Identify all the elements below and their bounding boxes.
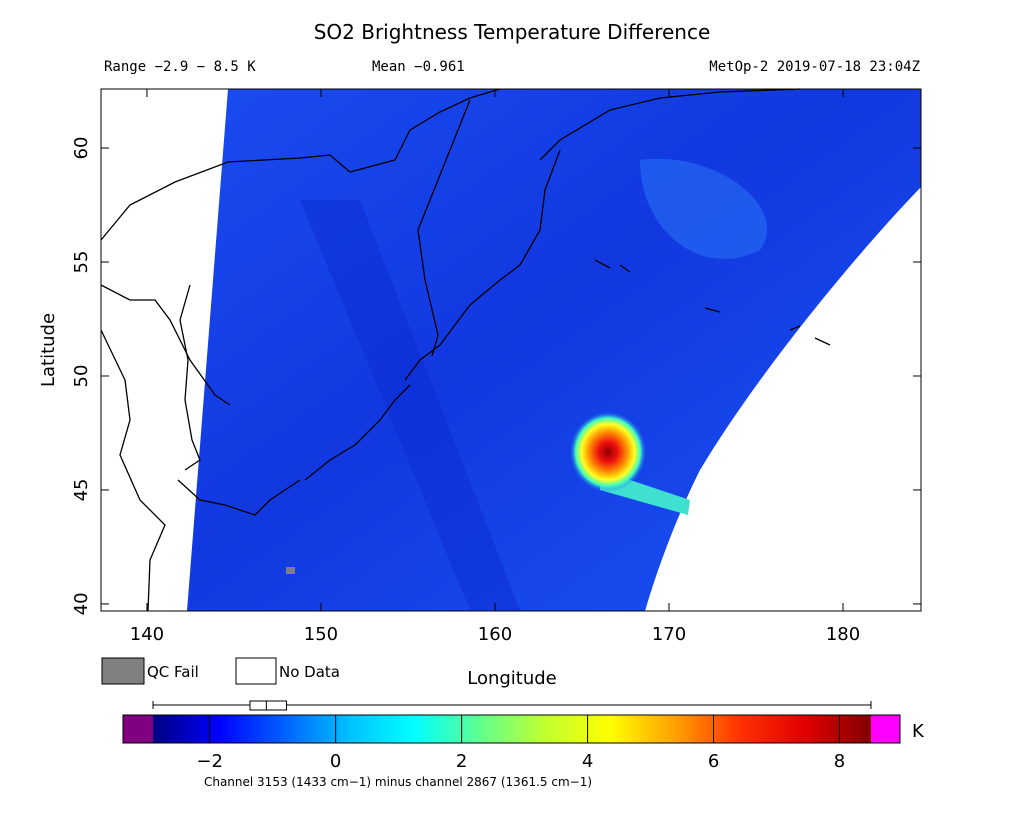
mean: Mean −0.961 bbox=[372, 59, 465, 75]
colorbar-tick-label: 0 bbox=[330, 751, 341, 772]
so2-hotspot bbox=[570, 412, 646, 492]
y-axis-label: Latitude bbox=[38, 313, 59, 387]
colorbar-tick-label: 2 bbox=[456, 751, 467, 772]
map bbox=[100, 88, 922, 612]
colorbar: −2 0 2 4 6 8 bbox=[122, 700, 901, 772]
legend-swatch bbox=[235, 657, 277, 685]
coastlines bbox=[100, 88, 831, 612]
colorbar-tick-label: 8 bbox=[834, 751, 845, 772]
x-tick-label: 150 bbox=[304, 624, 338, 645]
x-tick-label: 160 bbox=[478, 624, 512, 645]
box bbox=[249, 700, 288, 711]
range: Range −2.9 − 8.5 K bbox=[104, 59, 256, 75]
colorbar-tick-label: 6 bbox=[708, 751, 719, 772]
colorbar-scale bbox=[153, 715, 871, 743]
qc-fail-pixel bbox=[286, 567, 295, 574]
axes: 140 150 160 170 180 40 45 50 55 60 bbox=[71, 89, 921, 645]
y-tick-label: 45 bbox=[71, 479, 92, 502]
colorbar-caption: Channel 3153 (1433 cm−1) minus channel 2… bbox=[204, 775, 592, 789]
y-tick-label: 60 bbox=[71, 137, 92, 160]
title: SO2 Brightness Temperature Difference bbox=[314, 20, 711, 44]
map-frame bbox=[100, 88, 922, 612]
x-tick-label: 170 bbox=[652, 624, 686, 645]
colorbar-unit: K bbox=[912, 721, 925, 742]
legend-label: No Data bbox=[279, 663, 340, 681]
y-tick-label: 50 bbox=[71, 365, 92, 388]
y-tick-label: 55 bbox=[71, 251, 92, 274]
swath-texture bbox=[300, 200, 520, 610]
colorbar-tick-label: 4 bbox=[582, 751, 593, 772]
x-tick-label: 140 bbox=[130, 624, 164, 645]
colorbar-over bbox=[871, 715, 900, 743]
legend-label: QC Fail bbox=[147, 663, 199, 681]
colorbar-tick-label: −2 bbox=[196, 751, 223, 772]
x-tick-label: 180 bbox=[826, 624, 860, 645]
legend-swatch bbox=[101, 657, 145, 685]
swath-texture bbox=[640, 158, 768, 259]
source: MetOp-2 2019-07-18 23:04Z bbox=[709, 59, 920, 75]
colorbar-frame bbox=[122, 714, 901, 744]
y-tick-label: 40 bbox=[71, 592, 92, 615]
x-axis-label: Longitude bbox=[467, 668, 557, 689]
colorbar-under bbox=[123, 715, 153, 743]
